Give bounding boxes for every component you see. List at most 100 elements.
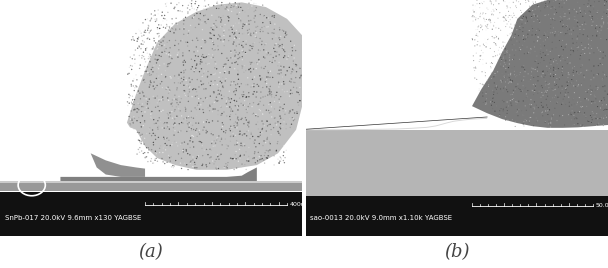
Point <box>483 36 493 41</box>
Point <box>223 144 233 148</box>
Point <box>529 12 539 16</box>
Point <box>201 163 211 167</box>
Point <box>217 96 227 101</box>
Point <box>158 108 168 112</box>
Point <box>567 81 576 85</box>
Point <box>235 132 244 136</box>
Point <box>494 37 503 41</box>
Point <box>480 24 490 28</box>
Point <box>516 14 526 18</box>
Point <box>226 134 235 139</box>
Point <box>576 99 586 104</box>
Point <box>133 130 142 135</box>
Point <box>594 48 604 52</box>
Point <box>274 81 283 85</box>
Point <box>237 101 246 106</box>
Point <box>264 111 274 115</box>
Point <box>237 117 246 122</box>
Point <box>576 83 586 87</box>
Point <box>587 23 597 28</box>
Point <box>506 22 516 26</box>
Point <box>564 104 574 108</box>
Point <box>493 53 503 57</box>
Point <box>575 25 585 29</box>
Point <box>601 0 608 4</box>
Point <box>511 100 521 104</box>
Point <box>275 126 285 131</box>
Point <box>276 105 286 109</box>
Point <box>174 48 184 52</box>
Point <box>601 54 608 58</box>
Point <box>473 16 483 21</box>
Point <box>552 76 562 81</box>
Point <box>570 84 580 89</box>
Point <box>516 70 525 75</box>
Point <box>291 64 301 69</box>
Point <box>520 114 530 118</box>
Point <box>212 0 222 4</box>
Point <box>268 31 277 35</box>
Point <box>492 91 502 95</box>
Point <box>533 14 542 18</box>
Point <box>241 95 251 99</box>
Point <box>223 147 232 151</box>
Point <box>195 69 204 74</box>
Point <box>213 47 223 52</box>
Point <box>549 75 559 79</box>
Point <box>171 98 181 102</box>
Point <box>240 10 250 14</box>
Point <box>545 99 555 104</box>
Point <box>232 60 241 64</box>
Point <box>140 57 150 61</box>
Point <box>590 88 600 92</box>
Point <box>531 82 541 86</box>
Point <box>592 33 601 37</box>
Point <box>501 115 511 119</box>
Point <box>517 10 527 14</box>
Point <box>139 105 148 109</box>
Point <box>209 82 218 87</box>
Point <box>282 32 292 37</box>
Point <box>250 138 260 142</box>
Point <box>576 40 586 45</box>
Point <box>528 67 538 71</box>
Point <box>189 145 199 149</box>
Point <box>513 107 522 111</box>
Point <box>261 129 271 133</box>
Point <box>187 65 197 69</box>
Point <box>152 17 162 21</box>
Point <box>525 8 534 12</box>
Point <box>153 94 162 98</box>
Point <box>138 88 148 92</box>
Point <box>470 37 480 42</box>
Point <box>224 127 234 131</box>
Point <box>169 133 179 137</box>
Point <box>531 33 541 37</box>
Point <box>136 140 146 144</box>
Point <box>217 113 227 117</box>
Point <box>251 2 261 6</box>
Point <box>266 110 276 114</box>
Point <box>484 83 494 87</box>
Point <box>558 113 567 118</box>
Point <box>192 130 202 134</box>
Point <box>163 85 173 90</box>
Point <box>529 124 539 128</box>
Point <box>208 53 218 57</box>
Point <box>275 67 285 71</box>
Point <box>543 112 553 117</box>
Point <box>486 103 496 107</box>
Point <box>218 27 228 31</box>
Text: (b): (b) <box>444 243 470 261</box>
Point <box>193 54 203 59</box>
Point <box>224 19 233 23</box>
Point <box>237 48 247 53</box>
Point <box>518 36 528 40</box>
Point <box>492 8 502 12</box>
Point <box>193 154 203 158</box>
Point <box>150 156 160 161</box>
Point <box>168 27 178 31</box>
Point <box>216 105 226 109</box>
Point <box>258 85 268 90</box>
Point <box>247 60 257 65</box>
